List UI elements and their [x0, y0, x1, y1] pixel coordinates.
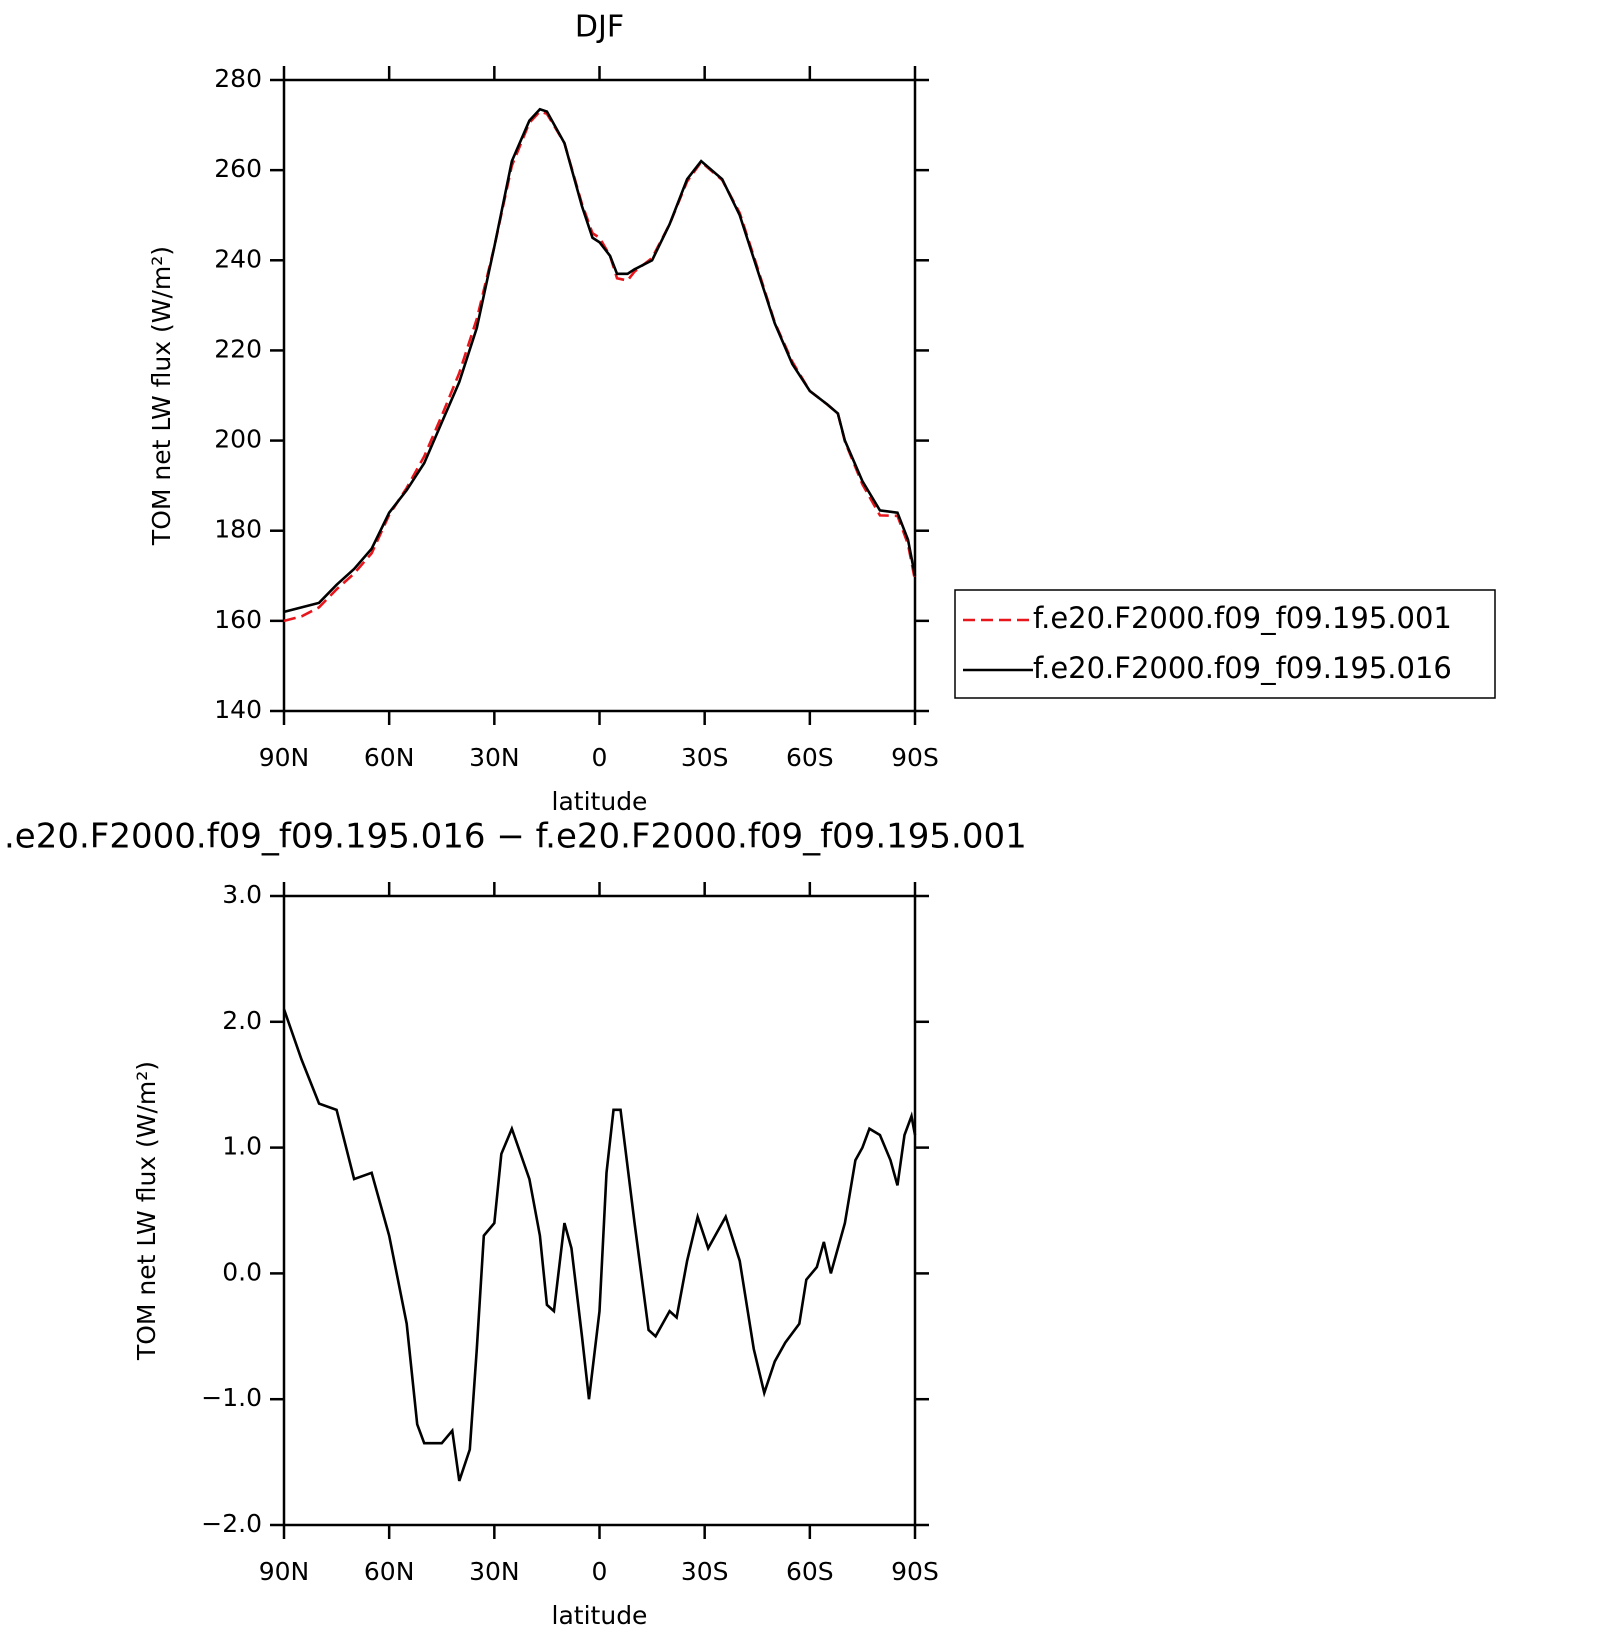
- y-tick-label: 260: [214, 154, 262, 183]
- y-tick-label: −1.0: [201, 1383, 262, 1412]
- x-tick-label: 60S: [786, 1557, 834, 1586]
- chart-title: DJF: [575, 10, 624, 45]
- y-tick-label: 1.0: [222, 1132, 262, 1161]
- x-tick-label: 90N: [259, 1557, 310, 1586]
- y-tick-label: 0.0: [222, 1257, 262, 1286]
- chart-title: .e20.F2000.f09_f09.195.016 − f.e20.F2000…: [4, 817, 1027, 857]
- y-tick-label: 140: [214, 695, 262, 724]
- y-tick-label: 3.0: [222, 880, 262, 909]
- y-tick-label: −2.0: [201, 1509, 262, 1538]
- data-line: [282, 1008, 917, 1482]
- y-tick-label: 160: [214, 605, 262, 634]
- plot-frame: [282, 894, 917, 1527]
- x-tick-label: 60N: [364, 1557, 415, 1586]
- x-tick-label: 90S: [891, 743, 939, 772]
- x-tick-label: 0: [592, 1557, 608, 1586]
- y-tick-label: 2.0: [222, 1006, 262, 1035]
- y-axis-label: TOM net LW flux (W/m²): [147, 246, 176, 546]
- x-tick-label: 90N: [259, 743, 310, 772]
- x-tick-label: 30N: [469, 1557, 520, 1586]
- x-axis-label: latitude: [552, 1601, 648, 1630]
- x-tick-label: 0: [592, 743, 608, 772]
- y-tick-label: 180: [214, 515, 262, 544]
- y-tick-label: 220: [214, 334, 262, 363]
- data-line: [283, 110, 917, 623]
- data-line: [283, 107, 917, 614]
- legend-label: f.e20.F2000.f09_f09.195.016: [1033, 651, 1452, 685]
- x-axis-label: latitude: [552, 787, 648, 816]
- y-tick-label: 280: [214, 64, 262, 93]
- x-tick-label: 30S: [681, 743, 729, 772]
- legend-label: f.e20.F2000.f09_f09.195.001: [1033, 601, 1452, 635]
- x-tick-label: 30S: [681, 1557, 729, 1586]
- x-tick-label: 60S: [786, 743, 834, 772]
- x-tick-label: 60N: [364, 743, 415, 772]
- y-tick-label: 240: [214, 244, 262, 273]
- x-tick-label: 90S: [891, 1557, 939, 1586]
- y-tick-label: 200: [214, 425, 262, 454]
- plot-frame: [282, 78, 917, 713]
- legend-box: [954, 589, 1496, 699]
- x-tick-label: 30N: [469, 743, 520, 772]
- y-axis-label: TOM net LW flux (W/m²): [132, 1061, 161, 1361]
